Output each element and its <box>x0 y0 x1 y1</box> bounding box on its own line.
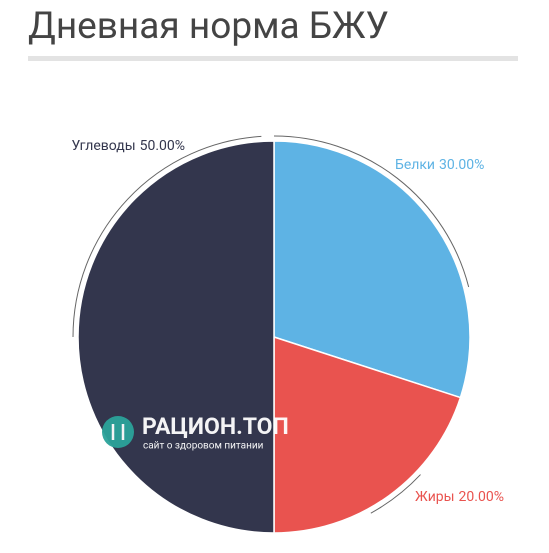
slice-label: Жиры 20.00% <box>415 489 504 505</box>
slice-label: Углеводы 50.00% <box>72 138 185 154</box>
slice-label: Белки 30.00% <box>395 157 484 173</box>
labels: Белки 30.00% Жиры 20.00% Углеводы 50.00% <box>72 135 504 514</box>
slice-name: Жиры <box>415 489 455 505</box>
pie-slice <box>77 140 275 534</box>
watermark-icon-cutlery <box>111 424 125 440</box>
leader-arc <box>370 474 421 514</box>
watermark-icon <box>102 416 134 448</box>
watermark: РАЦИОН.ТОП сайт о здоровом питании <box>102 413 289 452</box>
slice-value: 50.00% <box>140 138 185 154</box>
watermark-title: РАЦИОН.ТОП <box>142 413 289 440</box>
pie-slice <box>273 335 462 534</box>
slice-value: 30.00% <box>439 157 484 173</box>
leader-arc <box>72 135 262 338</box>
slice-name: Белки <box>395 157 435 173</box>
leader-arc <box>273 135 470 288</box>
watermark-subtitle: сайт о здоровом питании <box>143 441 264 452</box>
slice-name: Углеводы <box>72 138 136 154</box>
chart-title: Дневная норма БЖУ <box>28 5 389 48</box>
pie-slice <box>273 140 471 399</box>
pie <box>77 140 471 534</box>
slice-value: 20.00% <box>459 489 504 505</box>
title-underline <box>28 56 518 61</box>
